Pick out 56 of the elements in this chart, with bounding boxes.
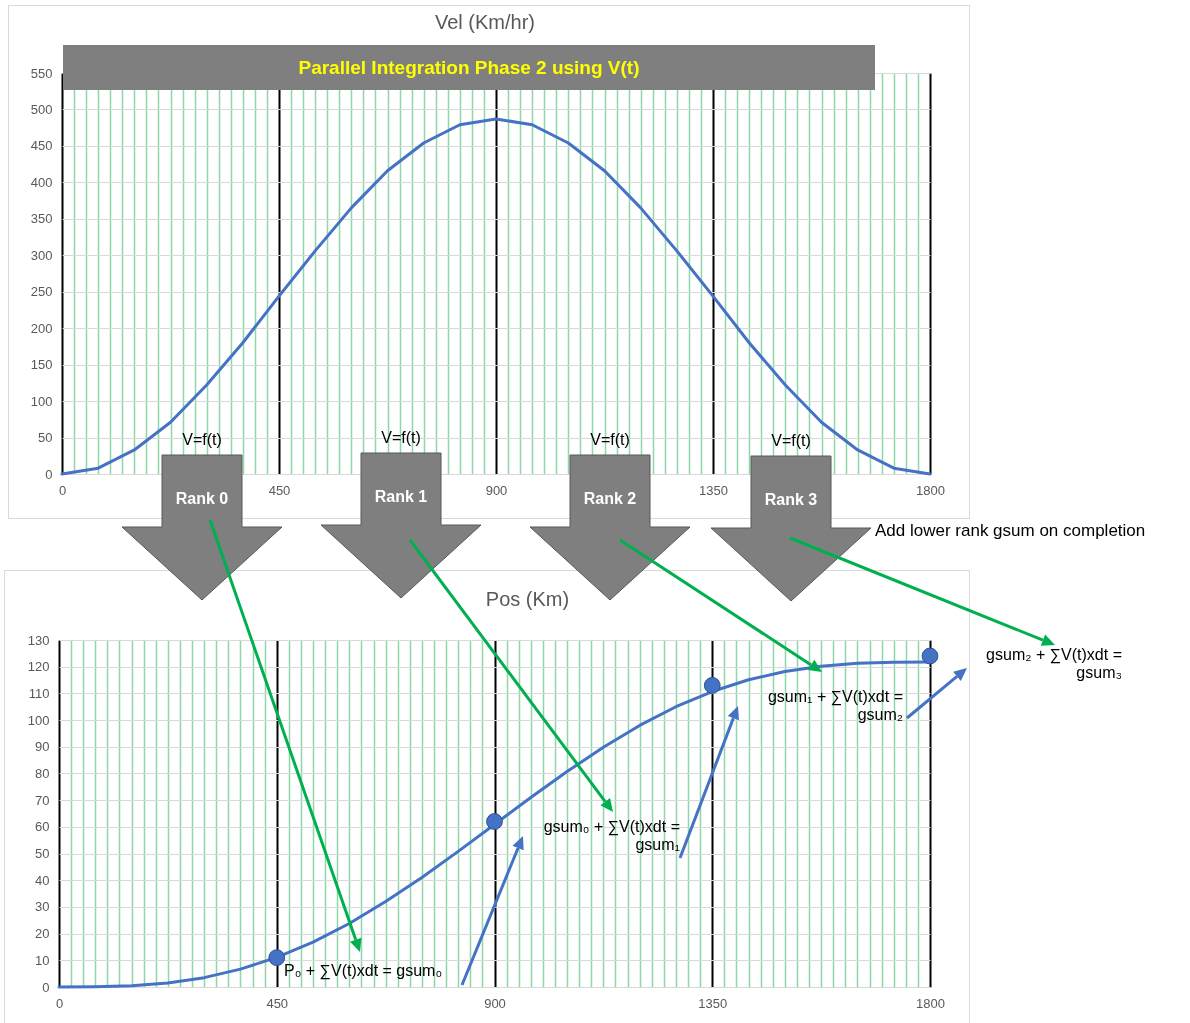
x-tick-label: 450 <box>268 482 291 498</box>
y-tick-label: 130 <box>27 632 50 648</box>
x-tick-label: 900 <box>484 995 506 1011</box>
y-tick-label: 0 <box>45 466 53 482</box>
y-tick-label: 150 <box>30 357 53 373</box>
y-tick-label: 100 <box>27 712 50 728</box>
point <box>703 676 721 694</box>
y-tick-label: 60 <box>35 819 50 835</box>
annotation: V=f(t) <box>181 431 223 449</box>
line-series <box>60 117 932 476</box>
y-tick-label: 80 <box>35 765 50 781</box>
annotation: V=f(t) <box>380 429 422 447</box>
point <box>268 949 286 967</box>
y-tick-label: 0 <box>42 979 50 995</box>
x-tick-label: 450 <box>266 995 289 1011</box>
y-tick-label: 500 <box>30 101 53 117</box>
y-tick-label: 200 <box>30 320 53 336</box>
x-tick-label: 1350 <box>698 995 728 1011</box>
text: Rank 1 <box>373 487 429 507</box>
y-tick-label: 90 <box>35 739 50 755</box>
y-tick-label: 450 <box>30 138 53 154</box>
y-tick-label: 250 <box>30 284 53 300</box>
annotation: V=f(t) <box>589 431 631 449</box>
x-tick-label: 1800 <box>916 995 945 1011</box>
annotation: V=f(t) <box>770 432 812 450</box>
y-tick-label: 120 <box>27 659 50 675</box>
y-tick-label: 350 <box>30 211 53 227</box>
x-tick-label: 1800 <box>916 482 945 498</box>
x-tick-label: 900 <box>485 482 508 498</box>
annotation: gsum₀ + ∑V(t)xdt = gsum₁ <box>542 818 680 854</box>
y-tick-label: 50 <box>35 846 50 862</box>
point <box>921 647 939 665</box>
chart-title: Vel (Km/hr) <box>434 11 536 33</box>
text: gsum₂ + ∑V(t)xdt = gsum₃ <box>985 646 1122 682</box>
text: Rank 0 <box>174 489 230 509</box>
point <box>486 813 503 830</box>
y-tick-label: 400 <box>30 174 53 190</box>
y-tick-label: 300 <box>30 247 53 263</box>
y-tick-label: 70 <box>35 792 50 808</box>
y-tick-label: 110 <box>28 685 50 701</box>
annotation: gsum₁ + ∑V(t)xdt = gsum₂ <box>766 688 903 724</box>
y-tick-label: 100 <box>30 393 53 409</box>
text: Add lower rank gsum on completion <box>875 521 1146 541</box>
y-tick-label: 40 <box>35 872 50 888</box>
annotation: P₀ + ∑V(t)xdt = gsum₀ <box>284 962 443 980</box>
x-tick-label: 1350 <box>699 482 728 498</box>
text: Rank 3 <box>763 490 819 510</box>
y-tick-label: 10 <box>35 952 50 968</box>
text: Rank 2 <box>582 489 638 509</box>
x-tick-label: 0 <box>55 995 64 1011</box>
x-tick-label: 0 <box>58 482 67 498</box>
y-tick-label: 50 <box>38 430 53 446</box>
chart-title: Pos (Km) <box>485 588 570 610</box>
y-tick-label: 550 <box>30 65 53 81</box>
y-tick-label: 20 <box>35 926 50 942</box>
y-tick-label: 30 <box>35 899 50 915</box>
